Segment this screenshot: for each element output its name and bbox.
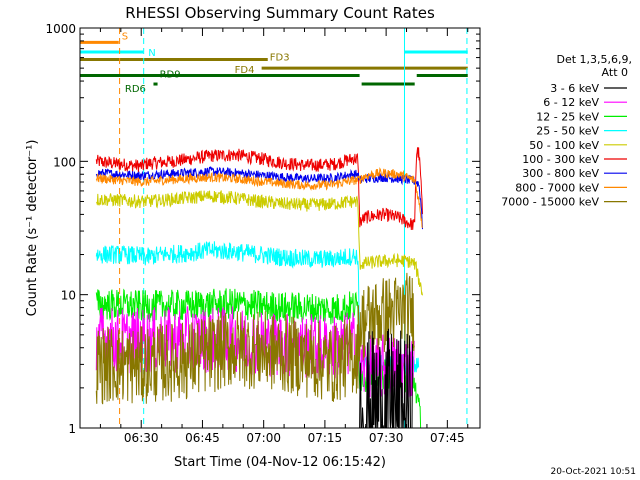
legend-entry-label: 300 - 800 keV: [522, 167, 599, 180]
y-tick-label: 1000: [45, 22, 76, 36]
y-tick-label: 100: [53, 155, 76, 169]
x-tick-label: 07:30: [369, 431, 404, 445]
flag-label-rd6: RD6: [125, 84, 146, 95]
x-axis: 06:30 06:45 07:00 07:15 07:30 07:45: [99, 28, 469, 445]
series-3-6-kev: [359, 328, 413, 429]
legend-entry-label: 100 - 300 keV: [522, 153, 599, 166]
flag-label-fd3: FD3: [270, 53, 290, 64]
legend-entry-label: 7000 - 15000 keV: [501, 196, 599, 209]
legend-entry-label: 3 - 6 keV: [550, 82, 599, 95]
series-800-7000-kev: [95, 166, 423, 229]
legend-entry-label: 50 - 100 keV: [529, 139, 599, 152]
x-tick-label: 07:00: [246, 431, 281, 445]
legend-entry-label: 800 - 7000 keV: [515, 181, 599, 194]
x-tick-label: 06:30: [124, 431, 159, 445]
legend-header-detectors: Det 1,3,5,6,9,: [556, 53, 632, 66]
legend-entry-label: 12 - 25 keV: [536, 110, 599, 123]
y-axis: 1 10 100 1000: [45, 22, 480, 436]
x-tick-label: 06:45: [185, 431, 220, 445]
flag-label-fd4: FD4: [235, 65, 255, 76]
y-tick-label: 1: [68, 422, 76, 436]
series-6-12-kev: [95, 306, 415, 402]
plot-frame: [79, 27, 481, 429]
y-tick-label: 10: [61, 289, 76, 303]
x-tick-label: 07:45: [430, 431, 465, 445]
flag-label-n: N: [148, 48, 155, 59]
series-50-100-kev: [95, 190, 423, 296]
flag-label-s: S: [122, 31, 128, 42]
x-axis-label: Start Time (04-Nov-12 06:15:42): [174, 455, 386, 470]
series-100-300-kev: [95, 147, 423, 231]
flag-bars: S N FD3 FD4 RD9 RD6: [80, 31, 468, 95]
chart-title: RHESSI Observing Summary Count Rates: [125, 4, 435, 22]
flag-label-rd9: RD9: [160, 70, 181, 81]
data-series: [95, 147, 423, 429]
legend-entry-label: 25 - 50 keV: [536, 125, 599, 138]
legend-header-attenuator: Att 0: [602, 66, 628, 79]
legend-entry-label: 6 - 12 keV: [543, 96, 599, 109]
x-tick-label: 07:15: [308, 431, 343, 445]
y-axis-label: Count Rate (s⁻¹ detector⁻¹): [25, 140, 40, 317]
series-7000-15000-kev: [95, 272, 415, 405]
timestamp: 20-Oct-2021 10:51: [551, 467, 636, 477]
